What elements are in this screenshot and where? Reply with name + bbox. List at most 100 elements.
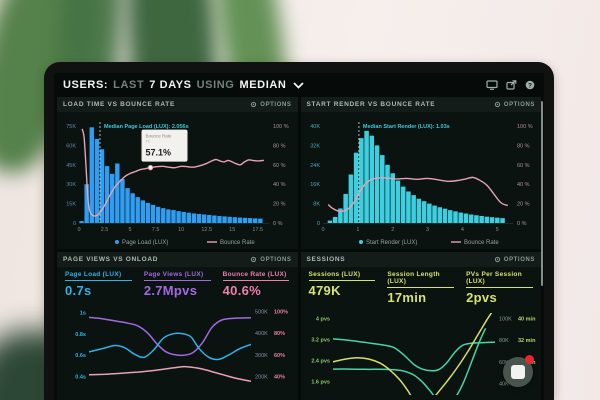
svg-text:40K: 40K bbox=[310, 124, 320, 130]
svg-text:0: 0 bbox=[321, 227, 324, 233]
metric-page-views: Page Views (LUX) 2.7Mpvs bbox=[143, 271, 211, 298]
svg-text:0: 0 bbox=[317, 221, 320, 227]
metric-sessions: Sessions (LUX) 479K bbox=[308, 271, 376, 305]
svg-text:0.8s: 0.8s bbox=[76, 332, 87, 338]
panel-load-time-vs-bounce-rate: LOAD TIME VS BOUNCE RATE OPTIONS 75K 60K 4… bbox=[57, 97, 298, 249]
svg-text:0.4s: 0.4s bbox=[76, 375, 87, 381]
svg-text:32K: 32K bbox=[310, 143, 320, 149]
svg-text:20 %: 20 % bbox=[517, 202, 530, 208]
metric-page-load: Page Load (LUX) 0.7s bbox=[65, 271, 132, 298]
options-button[interactable]: OPTIONS bbox=[250, 256, 291, 263]
gear-icon bbox=[251, 101, 257, 108]
svg-text:2.4 pvs: 2.4 pvs bbox=[311, 359, 330, 365]
svg-text:10: 10 bbox=[178, 227, 184, 233]
gear-icon bbox=[251, 256, 257, 263]
svg-text:20 %: 20 % bbox=[273, 202, 286, 208]
svg-text:80K: 80K bbox=[499, 338, 509, 344]
last-label: LAST bbox=[113, 79, 145, 91]
chat-beacon-button[interactable] bbox=[503, 355, 534, 387]
svg-text:300K: 300K bbox=[255, 353, 268, 359]
laptop-bezel: USERS: LAST 7 DAYS USING MEDIAN bbox=[44, 62, 554, 400]
share-icon[interactable] bbox=[506, 80, 517, 90]
svg-text:4: 4 bbox=[461, 227, 464, 233]
svg-text:40 %: 40 % bbox=[273, 182, 286, 188]
users-label: USERS: bbox=[63, 79, 109, 91]
svg-text:2: 2 bbox=[391, 227, 394, 233]
dashboard-screen: USERS: LAST 7 DAYS USING MEDIAN bbox=[54, 73, 544, 400]
monitor-icon[interactable] bbox=[486, 80, 498, 90]
svg-text:32 min: 32 min bbox=[518, 338, 536, 344]
svg-text:0 %: 0 % bbox=[273, 221, 283, 227]
svg-text:1: 1 bbox=[356, 227, 359, 233]
svg-text:75K: 75K bbox=[66, 124, 76, 130]
svg-text:Bounce Rate: Bounce Rate bbox=[146, 134, 173, 139]
notification-badge bbox=[525, 355, 534, 364]
svg-text:1.6 pvs: 1.6 pvs bbox=[311, 380, 330, 386]
options-button[interactable]: OPTIONS bbox=[494, 256, 535, 263]
svg-text:15K: 15K bbox=[66, 202, 76, 208]
svg-text:0.6s: 0.6s bbox=[76, 353, 87, 359]
svg-text:500K: 500K bbox=[255, 309, 268, 315]
svg-text:5: 5 bbox=[129, 227, 132, 233]
svg-text:17.5: 17.5 bbox=[253, 227, 264, 233]
svg-text:Bounce Rate: Bounce Rate bbox=[220, 240, 255, 246]
svg-text:80 %: 80 % bbox=[273, 143, 286, 149]
svg-text:40 min: 40 min bbox=[518, 316, 536, 322]
load-time-chart[interactable]: 75K 60K 45K 30K 15K 0 100 % 80 % 60 % 40 % 20 % 0 %… bbox=[59, 114, 295, 247]
panel-title: SESSIONS bbox=[306, 256, 346, 263]
svg-text:57.1%: 57.1% bbox=[146, 148, 172, 158]
svg-text:Median Page Load (LUX): 2.056s: Median Page Load (LUX): 2.056s bbox=[104, 124, 189, 130]
svg-text:3.2 pvs: 3.2 pvs bbox=[311, 337, 330, 343]
svg-text:30K: 30K bbox=[66, 182, 76, 188]
dashboard-header: USERS: LAST 7 DAYS USING MEDIAN bbox=[54, 73, 544, 97]
gear-icon bbox=[494, 256, 500, 263]
svg-text:1s: 1s bbox=[80, 310, 86, 316]
svg-text:Start Render (LUX): Start Render (LUX) bbox=[366, 240, 417, 246]
svg-text:100K: 100K bbox=[499, 316, 512, 322]
svg-text:40 %: 40 % bbox=[517, 182, 530, 188]
options-button[interactable]: OPTIONS bbox=[494, 101, 535, 108]
svg-text:Page Load (LUX): Page Load (LUX) bbox=[122, 240, 168, 246]
gear-icon bbox=[494, 101, 500, 108]
help-icon[interactable]: ? bbox=[525, 80, 535, 90]
svg-text:3: 3 bbox=[426, 227, 429, 233]
svg-text:5: 5 bbox=[496, 227, 499, 233]
panel-title: START RENDER VS BOUNCE RATE bbox=[306, 101, 436, 108]
svg-text:60 %: 60 % bbox=[273, 163, 286, 169]
svg-text:40%: 40% bbox=[274, 374, 285, 380]
sessions-chart[interactable]: 4 pvs 3.2 pvs 2.4 pvs 1.6 pvs 100K 40 min 80K 3… bbox=[303, 307, 539, 395]
start-render-chart[interactable]: 40K 32K 24K 16K 8K 0 100 % 80 % 60 % 40 % 20 % 0 % 0… bbox=[303, 114, 539, 247]
days-value: 7 DAYS bbox=[149, 79, 192, 91]
svg-text:200K: 200K bbox=[255, 374, 268, 380]
svg-text:0: 0 bbox=[78, 227, 81, 233]
svg-text:80 %: 80 % bbox=[517, 143, 530, 149]
svg-text:0 %: 0 % bbox=[517, 221, 527, 227]
svg-text:12.5: 12.5 bbox=[202, 227, 213, 233]
panel-grid: LOAD TIME VS BOUNCE RATE OPTIONS 75K 60K 4… bbox=[54, 97, 544, 400]
panel-title: PAGE VIEWS VS ONLOAD bbox=[63, 256, 159, 263]
svg-text:100 %: 100 % bbox=[517, 124, 533, 130]
svg-text:60K: 60K bbox=[499, 360, 509, 366]
panel-sessions: SESSIONS OPTIONS Sessions (LUX) 4 bbox=[300, 252, 541, 400]
svg-text:4 pvs: 4 pvs bbox=[316, 316, 330, 322]
svg-text:7s: 7s bbox=[146, 139, 150, 144]
scrollbar[interactable] bbox=[541, 101, 543, 286]
median-value: MEDIAN bbox=[239, 79, 287, 91]
svg-text:400K: 400K bbox=[255, 331, 268, 337]
svg-text:?: ? bbox=[528, 82, 532, 89]
users-range-selector[interactable]: USERS: LAST 7 DAYS USING MEDIAN bbox=[63, 79, 305, 91]
using-label: USING bbox=[196, 79, 235, 91]
metric-bounce-rate: Bounce Rate (LUX) 40.6% bbox=[222, 271, 290, 298]
svg-text:24K: 24K bbox=[310, 163, 320, 169]
svg-text:60K: 60K bbox=[66, 143, 76, 149]
svg-text:45K: 45K bbox=[66, 163, 76, 169]
svg-text:100 %: 100 % bbox=[273, 124, 289, 130]
svg-text:60 %: 60 % bbox=[517, 163, 530, 169]
svg-text:100%: 100% bbox=[274, 309, 288, 315]
svg-text:16K: 16K bbox=[310, 182, 320, 188]
options-button[interactable]: OPTIONS bbox=[250, 101, 291, 108]
svg-text:Bounce Rate: Bounce Rate bbox=[464, 240, 499, 246]
page-views-chart[interactable]: 1s 0.8s 0.6s 0.4s 500K 100% 400K 80% 300K 60% 200K… bbox=[59, 300, 295, 388]
svg-text:0: 0 bbox=[73, 221, 76, 227]
